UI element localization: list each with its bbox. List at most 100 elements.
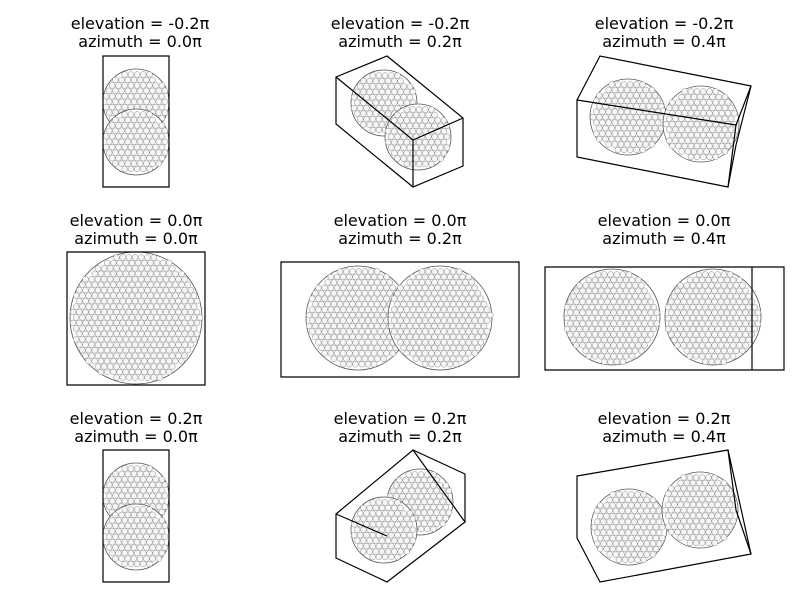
voxel-face bbox=[104, 259, 111, 267]
voxel-face bbox=[363, 510, 370, 517]
voxel-face bbox=[386, 290, 393, 297]
voxel-face bbox=[309, 295, 316, 302]
voxel-face bbox=[692, 496, 700, 503]
voxel-face bbox=[363, 115, 370, 123]
voxel-face bbox=[159, 292, 167, 299]
voxel-face bbox=[158, 82, 166, 89]
voxel-face bbox=[394, 122, 401, 129]
voxel-face bbox=[468, 279, 475, 286]
voxel-face bbox=[360, 504, 367, 512]
voxel-face bbox=[412, 111, 420, 119]
voxel-face bbox=[431, 355, 438, 362]
voxel-face bbox=[121, 122, 128, 129]
voxel-face bbox=[625, 271, 633, 278]
bounding-box-edge bbox=[412, 449, 466, 475]
voxel-face bbox=[125, 319, 133, 327]
voxel-face bbox=[393, 482, 400, 489]
panel-8 bbox=[335, 449, 466, 583]
voxel-face bbox=[193, 319, 201, 327]
voxel-face bbox=[648, 86, 656, 94]
voxel-face bbox=[661, 507, 669, 514]
voxel-face bbox=[374, 333, 381, 341]
voxel-face bbox=[422, 350, 429, 357]
voxel-face bbox=[618, 551, 626, 558]
voxel-face bbox=[686, 507, 694, 514]
voxel-face bbox=[733, 293, 740, 300]
voxel-face bbox=[717, 298, 724, 305]
voxel-face bbox=[336, 344, 344, 351]
voxel-face bbox=[418, 279, 426, 286]
voxel-face bbox=[128, 303, 136, 310]
voxel-face bbox=[158, 122, 166, 129]
voxel-face bbox=[624, 130, 631, 137]
voxel-face bbox=[397, 88, 404, 95]
voxel-face bbox=[627, 114, 634, 121]
voxel-face bbox=[371, 317, 378, 324]
voxel-face bbox=[445, 487, 453, 494]
voxel-face bbox=[127, 122, 135, 129]
voxel-face bbox=[674, 528, 681, 536]
voxel-face bbox=[146, 549, 153, 557]
voxel-face bbox=[397, 117, 404, 124]
voxel-face bbox=[321, 339, 328, 346]
voxel-face bbox=[619, 282, 627, 289]
voxel-face bbox=[159, 259, 167, 267]
voxel-face bbox=[159, 325, 167, 332]
voxel-face bbox=[352, 306, 359, 313]
voxel-face bbox=[394, 322, 401, 330]
voxel-face bbox=[378, 504, 386, 512]
voxel-face bbox=[354, 526, 361, 533]
voxel-face bbox=[127, 93, 135, 100]
voxel-face bbox=[440, 273, 447, 281]
voxel-face bbox=[717, 528, 725, 536]
voxel-face bbox=[629, 320, 636, 327]
voxel-face bbox=[85, 303, 92, 310]
voxel-face bbox=[391, 317, 398, 324]
voxel-face bbox=[696, 501, 703, 508]
voxel-face bbox=[425, 322, 432, 330]
voxel-face bbox=[324, 311, 331, 319]
voxel-face bbox=[640, 513, 647, 520]
voxel-face bbox=[127, 71, 135, 78]
voxel-face bbox=[633, 146, 640, 154]
voxel-face bbox=[677, 304, 684, 311]
voxel-face bbox=[431, 290, 438, 297]
voxel-face bbox=[358, 339, 365, 346]
voxel-face bbox=[683, 512, 690, 519]
voxel-face bbox=[391, 504, 398, 512]
voxel-face bbox=[175, 287, 182, 294]
voxel-face bbox=[632, 325, 639, 333]
voxel-face bbox=[193, 330, 201, 337]
voxel-face bbox=[340, 273, 347, 281]
voxel-face bbox=[73, 292, 80, 299]
voxel-face bbox=[107, 265, 114, 272]
voxel-face bbox=[424, 525, 431, 533]
voxel-face bbox=[346, 350, 353, 357]
voxel-face bbox=[403, 537, 410, 544]
voxel-face bbox=[85, 292, 92, 299]
voxel-face bbox=[683, 523, 690, 530]
voxel-face bbox=[149, 138, 156, 145]
voxel-face bbox=[391, 526, 398, 533]
voxel-face bbox=[613, 314, 620, 322]
voxel-face bbox=[635, 276, 642, 284]
voxel-face bbox=[352, 328, 359, 335]
voxel-face bbox=[424, 493, 431, 500]
voxel-face bbox=[706, 131, 713, 139]
voxel-face bbox=[333, 350, 341, 357]
voxel-face bbox=[693, 88, 701, 95]
voxel-face bbox=[612, 507, 619, 514]
voxel-face bbox=[474, 311, 482, 319]
voxel-face bbox=[699, 353, 706, 360]
voxel-face bbox=[428, 106, 435, 113]
voxel-face bbox=[386, 344, 393, 351]
voxel-face bbox=[113, 308, 120, 316]
voxel-face bbox=[109, 133, 116, 140]
voxel-face bbox=[109, 549, 116, 557]
voxel-face bbox=[687, 121, 695, 128]
voxel-face bbox=[720, 336, 728, 344]
voxel-face bbox=[158, 154, 166, 162]
panel-4 bbox=[66, 251, 206, 386]
voxel-face bbox=[321, 317, 328, 324]
voxel-face bbox=[169, 308, 176, 316]
